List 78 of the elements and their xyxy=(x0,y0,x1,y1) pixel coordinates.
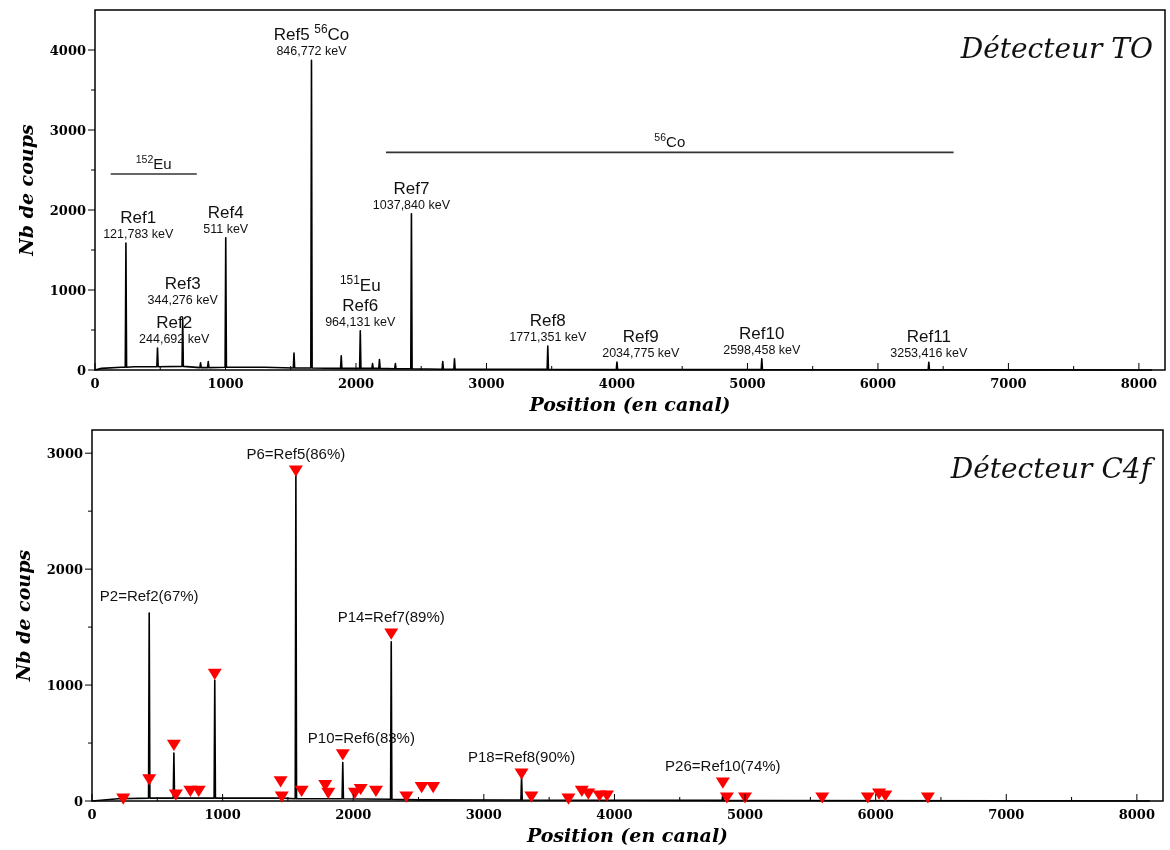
y-tick-label: 2000 xyxy=(46,562,83,578)
point xyxy=(274,791,289,803)
point xyxy=(514,768,529,780)
y-tick-label: 3000 xyxy=(46,446,83,462)
point xyxy=(273,776,288,788)
point xyxy=(288,465,303,477)
text: Détecteur C4f xyxy=(949,452,1156,485)
x-tick-label: 3000 xyxy=(465,807,502,822)
annotation: Ref10 2598,458 keV xyxy=(723,323,802,357)
y-axis-title: Nb de coups xyxy=(15,124,37,257)
point xyxy=(166,739,181,751)
x-tick-label: 5000 xyxy=(729,376,766,391)
point xyxy=(738,792,753,804)
point xyxy=(142,774,157,786)
annotation: P2=Ref2(67%) xyxy=(99,587,199,605)
point xyxy=(561,793,576,805)
point xyxy=(599,790,614,802)
point xyxy=(426,781,441,794)
point xyxy=(353,783,368,796)
text: Détecteur TO xyxy=(959,32,1154,65)
point xyxy=(321,787,336,799)
x-tick-label: 8000 xyxy=(1120,376,1157,391)
annotation: Ref3 344,276 keV xyxy=(147,273,219,308)
annotation: Ref8 1771,351 keV xyxy=(509,311,588,345)
x-tick-label: 7000 xyxy=(988,807,1025,822)
x-tick-label: 3000 xyxy=(468,376,505,391)
point xyxy=(920,792,935,804)
point xyxy=(399,791,414,803)
annotation: Ref4 511 keV xyxy=(203,202,249,236)
y-tick-label: 1000 xyxy=(46,678,83,694)
x-axis-title: Position (en canal) xyxy=(525,824,729,846)
annotation: Ref1 121,783 keV xyxy=(103,207,175,242)
point xyxy=(207,668,222,680)
annotation: $^{56}$Co xyxy=(654,131,686,151)
y-tick-label: 3000 xyxy=(49,123,86,138)
x-axis-title: Position (en canal) xyxy=(528,393,731,415)
y-tick-label: 4000 xyxy=(49,43,86,58)
point xyxy=(335,749,350,761)
x-tick-label: 0 xyxy=(87,807,97,822)
y-tick-label: 0 xyxy=(73,794,83,809)
x-tick-label: 0 xyxy=(90,376,100,391)
point xyxy=(414,781,429,794)
x-tick-label: 8000 xyxy=(1118,807,1155,822)
x-tick-label: 1000 xyxy=(204,807,241,822)
y-tick-label: 1000 xyxy=(49,283,86,298)
annotation: P18=Ref8(90%) xyxy=(468,748,576,766)
point xyxy=(524,791,539,803)
annotation: Ref11 3253,416 keV xyxy=(890,327,969,361)
annotation: P14=Ref7(89%) xyxy=(337,608,445,626)
annotation: Ref7 1037,840 keV xyxy=(372,178,451,212)
x-tick-label: 2000 xyxy=(335,807,372,822)
x-tick-label: 4000 xyxy=(598,376,636,391)
x-tick-label: 6000 xyxy=(857,807,894,822)
x-tick-label: 1000 xyxy=(207,376,244,391)
x-tick-label: 6000 xyxy=(859,376,897,391)
point xyxy=(294,785,309,797)
point xyxy=(168,789,183,801)
point xyxy=(860,792,875,804)
point xyxy=(116,793,131,805)
annotation: Ref9 2034,775 keV xyxy=(602,326,681,360)
y-axis-title: Nb de coups xyxy=(12,549,34,683)
y-tick-label: 0 xyxy=(76,363,86,378)
point xyxy=(719,792,734,804)
x-tick-label: 7000 xyxy=(990,376,1027,391)
x-tick-label: 4000 xyxy=(596,807,633,822)
y-tick-label: 2000 xyxy=(49,203,86,218)
annotation: $^{151}$Eu Ref6 964,131 keV xyxy=(325,272,397,329)
point xyxy=(384,628,399,640)
point xyxy=(815,792,830,804)
annotation: $^{152}$Eu xyxy=(135,153,172,172)
point xyxy=(191,785,206,797)
annotation: Ref5 $^{56}$Co 846,772 keV xyxy=(273,22,350,59)
x-tick-label: 5000 xyxy=(726,807,764,822)
x-tick-label: 2000 xyxy=(337,376,375,391)
annotation: P26=Ref10(74%) xyxy=(665,757,781,775)
point xyxy=(368,785,383,797)
annotation: P6=Ref5(86%) xyxy=(246,445,346,463)
point xyxy=(715,777,730,789)
